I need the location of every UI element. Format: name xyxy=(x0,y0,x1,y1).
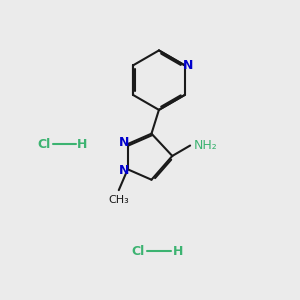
Text: H: H xyxy=(76,138,87,151)
Text: N: N xyxy=(119,164,129,177)
Text: Cl: Cl xyxy=(131,244,145,258)
Text: NH₂: NH₂ xyxy=(194,139,218,152)
Text: CH₃: CH₃ xyxy=(108,196,129,206)
Text: N: N xyxy=(119,136,129,149)
Text: H: H xyxy=(173,244,183,258)
Text: Cl: Cl xyxy=(38,138,51,151)
Text: N: N xyxy=(183,59,194,72)
